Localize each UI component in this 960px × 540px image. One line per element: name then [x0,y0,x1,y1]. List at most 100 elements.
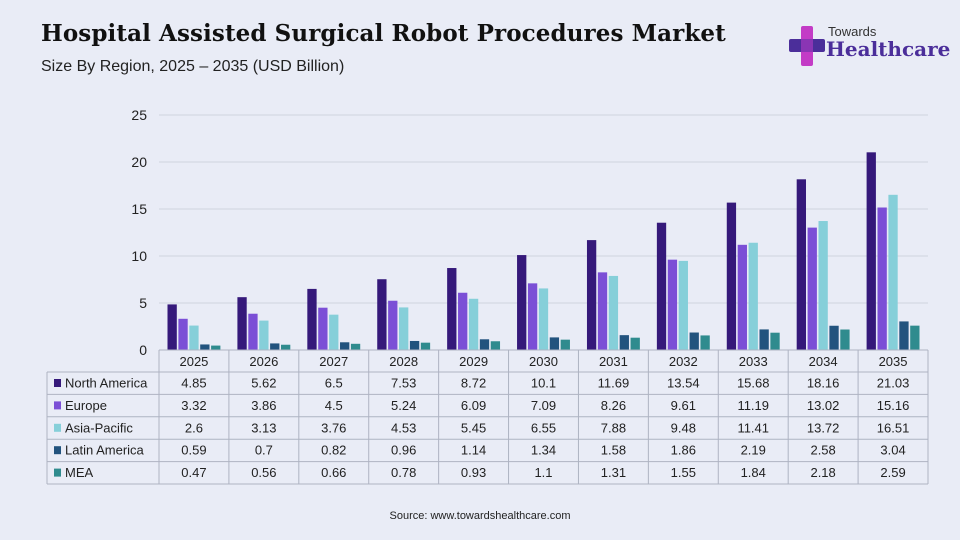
data-cell-value: 11.41 [737,420,769,435]
data-cell-value: 9.48 [671,420,696,435]
bar [726,202,737,350]
data-cell-value: 7.09 [531,398,556,413]
legend-label: North America [65,376,148,391]
y-tick-label: 0 [139,342,147,358]
data-cell-value: 13.72 [807,420,840,435]
data-cell-value: 21.03 [877,376,910,391]
data-cell-value: 11.19 [737,398,769,413]
bar [700,335,710,350]
data-cell-value: 13.02 [807,398,840,413]
data-cell-value: 18.16 [807,376,840,391]
data-cell-value: 1.1 [534,465,552,480]
bar [796,179,806,350]
x-category-label: 2026 [249,354,278,369]
bar [770,332,780,350]
x-category-label: 2025 [179,354,208,369]
data-cell-value: 5.45 [461,420,486,435]
bar [818,221,828,350]
data-cell-value: 4.53 [391,420,416,435]
bar [340,342,350,350]
x-category-label: 2028 [389,354,418,369]
x-category-label: 2031 [599,354,628,369]
data-cell-value: 15.68 [737,376,770,391]
brand-logo: Towards Healthcare [789,22,950,66]
bar [586,240,597,350]
data-cell-value: 6.5 [325,376,343,391]
data-cell-value: 4.5 [325,398,343,413]
bar [388,300,398,350]
y-tick-label: 25 [131,107,147,123]
data-cell-value: 5.62 [251,376,276,391]
x-category-label: 2030 [529,354,558,369]
legend-label: Europe [65,398,107,413]
bar [329,314,339,350]
data-cell-value: 1.84 [741,465,766,480]
bar [899,321,909,350]
data-cell-value: 1.31 [601,465,626,480]
data-cell-value: 15.16 [877,398,910,413]
data-cell-value: 0.47 [181,465,206,480]
bar [211,345,221,350]
data-cell-value: 1.58 [601,443,626,458]
data-cell-value: 10.1 [531,376,556,391]
bar [549,337,560,350]
data-cell-value: 1.86 [671,443,696,458]
data-cell-value: 1.55 [671,465,696,480]
bar [667,259,678,350]
legend-swatch [54,468,61,477]
bar [748,242,758,350]
data-cell-value: 4.85 [181,376,206,391]
legend-swatch [54,423,61,432]
bar [866,152,876,350]
bar [678,260,688,350]
data-cell-value: 0.7 [255,443,273,458]
bar [200,344,210,350]
bar [608,275,619,350]
data-cell-value: 16.51 [877,420,910,435]
bar [178,318,188,350]
legend-swatch [54,446,61,455]
bar [350,343,361,350]
x-category-label: 2029 [459,354,488,369]
bar [318,307,328,350]
data-cell-value: 0.59 [181,443,206,458]
data-cell-value: 2.19 [741,443,766,458]
bar [517,255,527,350]
data-cell-value: 11.69 [598,376,630,391]
bar [910,325,920,350]
bar [689,332,699,350]
cross-plus-icon [789,26,825,66]
bar [447,268,457,350]
bar [759,329,769,350]
data-cell-value: 8.72 [461,376,486,391]
bar [560,339,570,350]
bar [281,344,291,350]
data-cell-value: 5.24 [391,398,416,413]
data-cell-value: 3.32 [181,398,206,413]
bar [458,292,468,350]
legend-swatch [54,401,61,410]
bar [630,337,640,350]
data-cell-value: 7.53 [391,376,416,391]
y-tick-label: 15 [131,201,147,217]
chart-title: Hospital Assisted Surgical Robot Procedu… [41,20,726,47]
data-cell-value: 2.58 [810,443,835,458]
logo-main-text: Healthcare [826,37,951,61]
data-cell-value: 0.78 [391,465,416,480]
x-category-label: 2027 [319,354,348,369]
legend-label: MEA [65,465,94,480]
data-cell-value: 0.93 [461,465,486,480]
source-note: Source: www.towardshealthcare.com [389,510,571,522]
x-category-label: 2034 [809,354,838,369]
bar [807,227,817,350]
logo-top-text: Towards [828,24,877,39]
bar [527,283,538,350]
data-cell-value: 0.96 [391,443,416,458]
bar [237,297,247,350]
data-cell-value: 6.55 [531,420,556,435]
bar [248,313,258,350]
data-cell-value: 0.66 [321,465,346,480]
bar [829,325,839,350]
bar [468,298,479,350]
